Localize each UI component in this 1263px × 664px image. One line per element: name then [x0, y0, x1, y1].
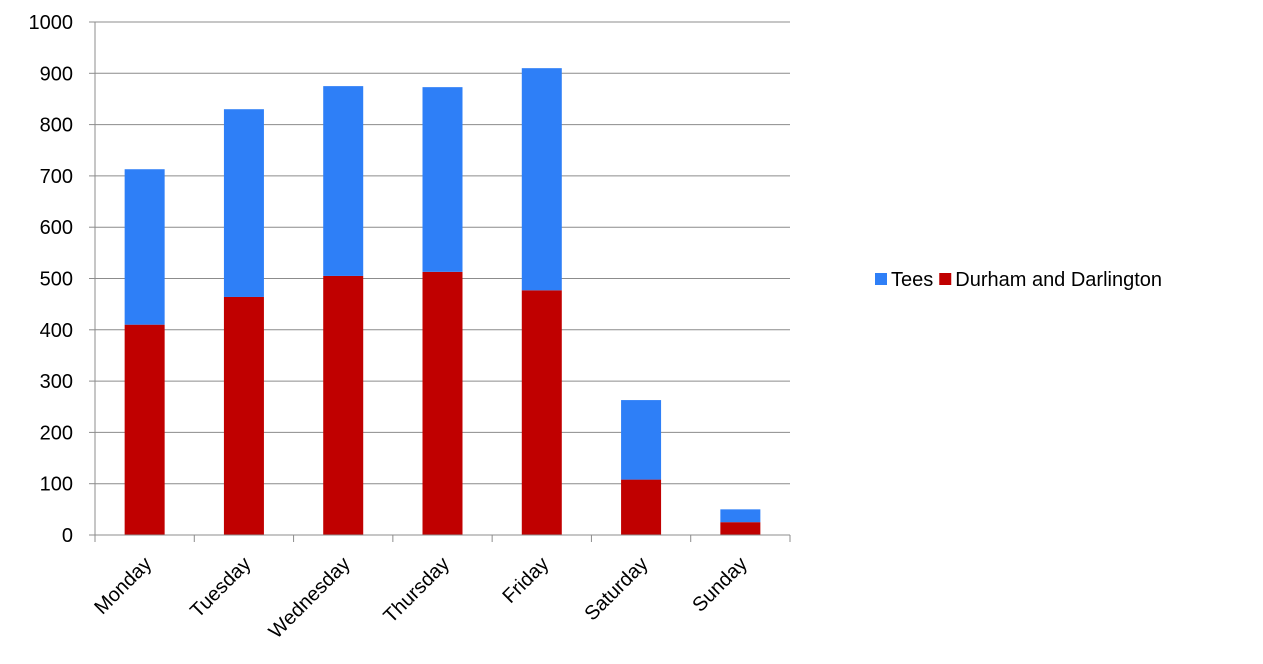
bar-segment [521, 290, 562, 535]
bar-segment [720, 522, 761, 535]
y-tick-label: 900 [40, 63, 73, 85]
legend-label: Tees [891, 269, 933, 291]
bar-segment [422, 271, 463, 535]
y-tick-label: 400 [40, 320, 73, 342]
x-tick-label: Wednesday [265, 553, 355, 643]
x-axis-ticks: Monday Tuesday Wednesday Thursday Friday Satu… [90, 535, 791, 643]
bars [124, 68, 761, 535]
y-tick-label: 1000 [29, 12, 74, 34]
y-tick-label: 500 [40, 269, 73, 291]
x-tick-label: Sunday [688, 553, 752, 617]
bar-segment [621, 479, 662, 535]
legend-swatch [875, 273, 887, 285]
bar-segment [124, 324, 165, 535]
x-tick-label: Saturday [580, 553, 652, 625]
y-tick-label: 600 [40, 217, 73, 239]
y-tick-label: 800 [40, 115, 73, 137]
x-tick-label: Tuesday [186, 553, 255, 622]
legend: Tees Durham and Darlington [875, 269, 1162, 291]
x-tick-label: Friday [498, 553, 553, 608]
bar-segment [124, 169, 165, 325]
y-tick-label: 700 [40, 166, 73, 188]
x-tick-label: Thursday [380, 553, 455, 628]
bar-segment [720, 509, 761, 523]
bar-segment [223, 109, 264, 297]
y-tick-label: 100 [40, 474, 73, 496]
legend-label: Durham and Darlington [955, 269, 1162, 291]
bar-segment [521, 68, 562, 291]
y-tick-label: 0 [62, 525, 73, 547]
y-tick-label: 200 [40, 422, 73, 444]
bar-segment [323, 86, 364, 276]
legend-swatch [939, 273, 952, 285]
bar-segment [223, 296, 264, 535]
y-axis-ticks: 0 100 200 300 400 500 600 700 800 900 1000 [29, 12, 95, 547]
bar-segment [422, 87, 463, 272]
bar-segment [323, 275, 364, 535]
x-tick-label: Monday [90, 553, 156, 619]
bar-segment [621, 400, 662, 480]
y-tick-label: 300 [40, 371, 73, 393]
